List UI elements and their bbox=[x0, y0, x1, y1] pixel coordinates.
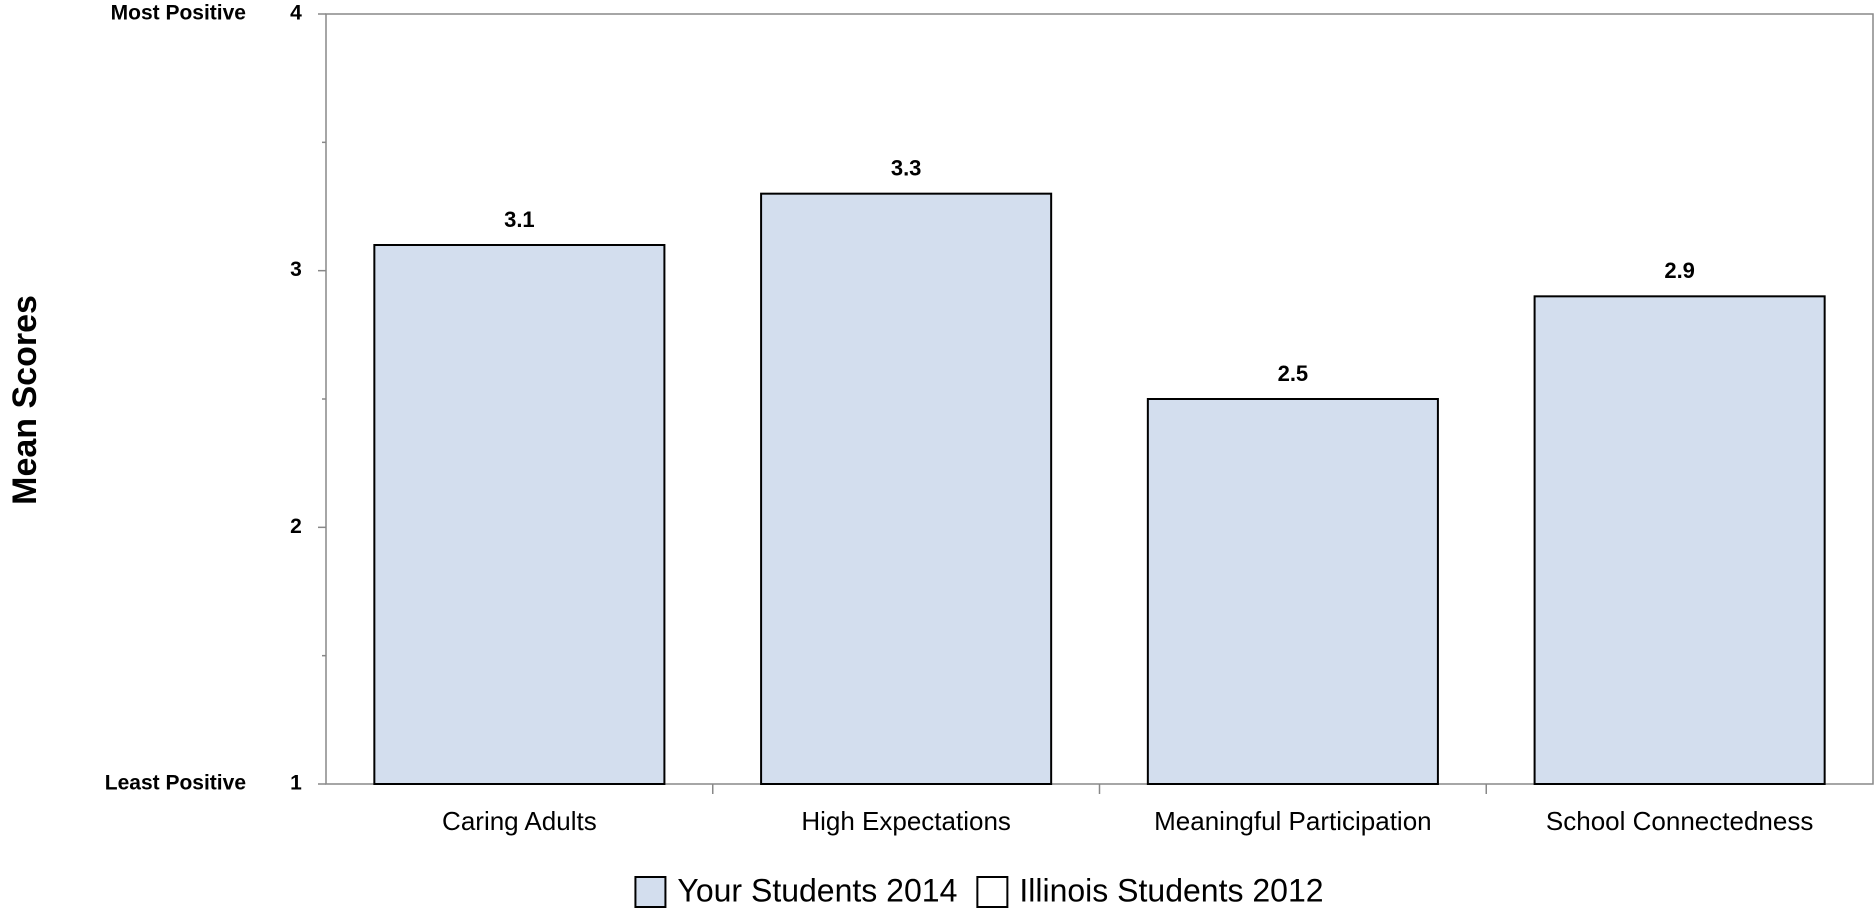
bar bbox=[373, 244, 666, 785]
bar bbox=[760, 192, 1053, 785]
legend-label: Your Students 2014 bbox=[677, 872, 957, 908]
x-tick-label: Caring Adults bbox=[442, 806, 597, 836]
y-tick-label: 1 bbox=[290, 772, 302, 795]
x-tick-label: Meaningful Participation bbox=[1154, 806, 1432, 836]
y-annotation: Least Positive bbox=[105, 772, 246, 795]
value-label: 3.1 bbox=[504, 207, 535, 232]
x-tick-label: School Connectedness bbox=[1546, 806, 1813, 836]
y-tick-label: 3 bbox=[290, 258, 302, 281]
bar bbox=[1146, 398, 1439, 785]
value-label: 3.3 bbox=[891, 155, 922, 180]
legend-swatch bbox=[976, 876, 1009, 908]
value-label: 2.5 bbox=[1278, 361, 1309, 386]
y-tick-label: 2 bbox=[290, 515, 302, 538]
value-label: 2.9 bbox=[1664, 258, 1695, 283]
legend-swatch bbox=[634, 876, 667, 908]
x-tick-label: High Expectations bbox=[801, 806, 1011, 836]
bar bbox=[1533, 295, 1826, 785]
y-tick-label: 4 bbox=[290, 2, 302, 25]
y-axis-label: Mean Scores bbox=[6, 295, 44, 505]
y-annotation: Most Positive bbox=[111, 2, 246, 25]
legend-label: Illinois Students 2012 bbox=[1019, 872, 1323, 908]
